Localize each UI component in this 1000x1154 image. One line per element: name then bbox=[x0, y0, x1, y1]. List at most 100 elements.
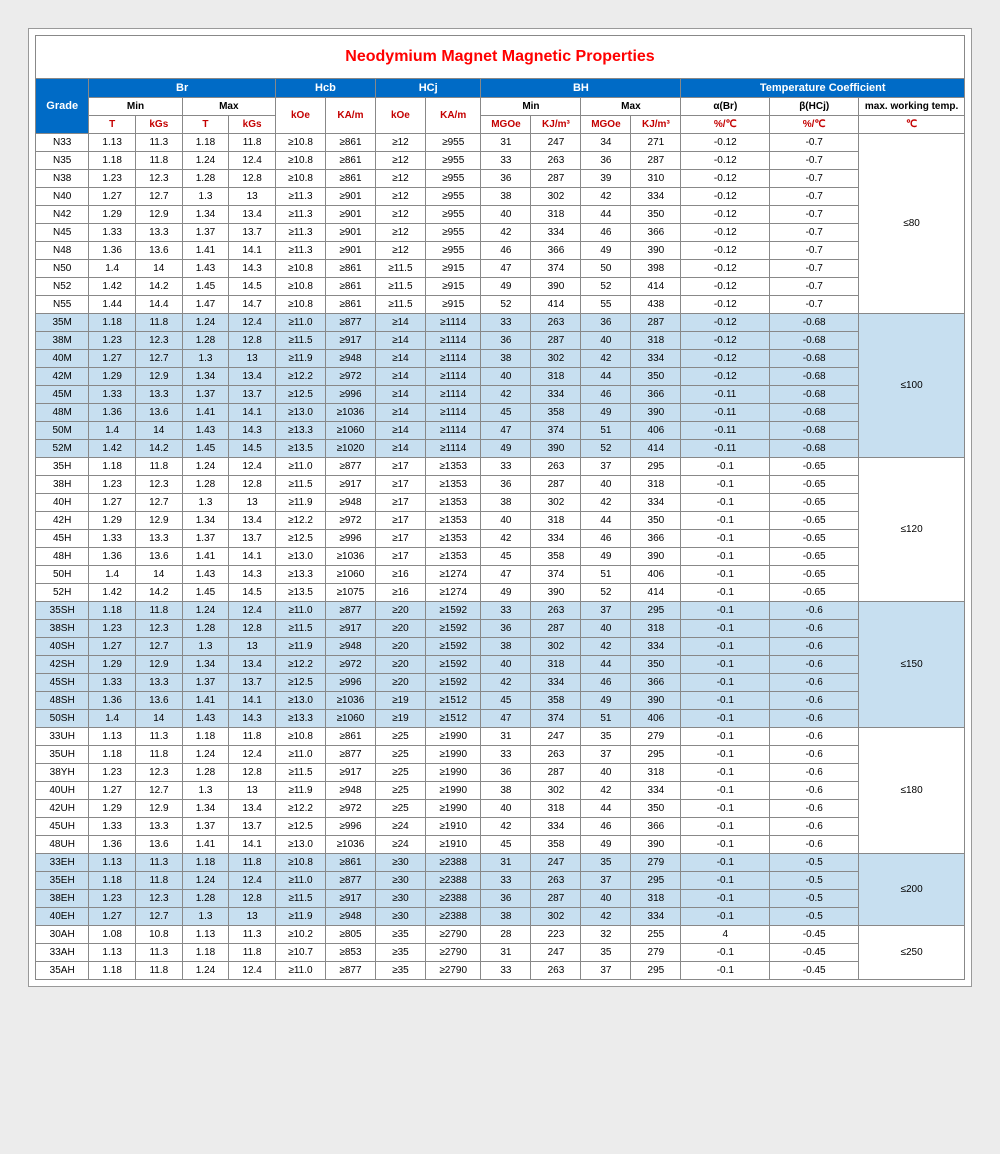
cell: -0.68 bbox=[770, 350, 859, 368]
max-temp-cell: ≤100 bbox=[859, 314, 965, 458]
cell: -0.7 bbox=[770, 134, 859, 152]
cell: ≥11.5 bbox=[275, 620, 325, 638]
cell: ≥996 bbox=[325, 674, 375, 692]
cell: 35 bbox=[581, 944, 631, 962]
cell: 1.18 bbox=[89, 962, 136, 980]
table-row: 40M1.2712.71.313≥11.9≥948≥14≥11143830242… bbox=[36, 350, 965, 368]
cell: 13.7 bbox=[229, 386, 276, 404]
cell: 287 bbox=[531, 620, 581, 638]
cell: 28 bbox=[481, 926, 531, 944]
cell: 14 bbox=[135, 422, 182, 440]
cell: 1.18 bbox=[182, 728, 229, 746]
cell: 35 bbox=[581, 854, 631, 872]
cell: 302 bbox=[531, 188, 581, 206]
cell: ≥14 bbox=[375, 404, 425, 422]
cell: 295 bbox=[631, 872, 681, 890]
cell: -0.6 bbox=[770, 692, 859, 710]
cell: ≥996 bbox=[325, 818, 375, 836]
hdr-hcj-kam: KA/m bbox=[425, 98, 481, 134]
cell: ≥1592 bbox=[425, 620, 481, 638]
cell: 1.34 bbox=[182, 800, 229, 818]
cell: ≥915 bbox=[425, 296, 481, 314]
cell: 33 bbox=[481, 314, 531, 332]
cell: -0.1 bbox=[681, 656, 770, 674]
cell: 1.28 bbox=[182, 332, 229, 350]
cell: 13.6 bbox=[135, 692, 182, 710]
cell: 1.13 bbox=[89, 944, 136, 962]
cell: 14 bbox=[135, 566, 182, 584]
cell: 11.8 bbox=[135, 152, 182, 170]
cell: 1.23 bbox=[89, 764, 136, 782]
cell: N42 bbox=[36, 206, 89, 224]
cell: 10.8 bbox=[135, 926, 182, 944]
cell: 390 bbox=[531, 440, 581, 458]
cell: -0.65 bbox=[770, 530, 859, 548]
cell: 390 bbox=[531, 584, 581, 602]
cell: 1.3 bbox=[182, 188, 229, 206]
cell: ≥11.9 bbox=[275, 908, 325, 926]
cell: 35H bbox=[36, 458, 89, 476]
cell: 1.33 bbox=[89, 530, 136, 548]
table-row: 45M1.3313.31.3713.7≥12.5≥996≥14≥11144233… bbox=[36, 386, 965, 404]
cell: 1.36 bbox=[89, 242, 136, 260]
cell: ≥877 bbox=[325, 746, 375, 764]
cell: 318 bbox=[631, 890, 681, 908]
cell: -0.65 bbox=[770, 566, 859, 584]
table-row: N401.2712.71.313≥11.3≥901≥12≥95538302423… bbox=[36, 188, 965, 206]
cell: 42 bbox=[581, 908, 631, 926]
table-row: 33UH1.1311.31.1811.8≥10.8≥861≥25≥1990312… bbox=[36, 728, 965, 746]
cell: 42UH bbox=[36, 800, 89, 818]
cell: 38H bbox=[36, 476, 89, 494]
table-row: N551.4414.41.4714.7≥10.8≥861≥11.5≥915524… bbox=[36, 296, 965, 314]
cell: ≥11.3 bbox=[275, 242, 325, 260]
cell: 45 bbox=[481, 404, 531, 422]
cell: 334 bbox=[531, 818, 581, 836]
cell: 49 bbox=[481, 278, 531, 296]
hdr-grade: Grade bbox=[36, 79, 89, 134]
cell: -0.1 bbox=[681, 836, 770, 854]
cell: 42 bbox=[481, 818, 531, 836]
cell: 14.1 bbox=[229, 692, 276, 710]
cell: 47 bbox=[481, 422, 531, 440]
cell: ≥861 bbox=[325, 170, 375, 188]
cell: ≥1592 bbox=[425, 674, 481, 692]
cell: ≥1114 bbox=[425, 440, 481, 458]
cell: ≥1990 bbox=[425, 746, 481, 764]
cell: ≥10.8 bbox=[275, 854, 325, 872]
cell: 36 bbox=[581, 152, 631, 170]
cell: 1.23 bbox=[89, 332, 136, 350]
cell: 1.28 bbox=[182, 170, 229, 188]
cell: -0.1 bbox=[681, 548, 770, 566]
cell: 1.42 bbox=[89, 278, 136, 296]
cell: 45 bbox=[481, 836, 531, 854]
cell: 42 bbox=[581, 188, 631, 206]
table-row: N381.2312.31.2812.8≥10.8≥861≥12≥95536287… bbox=[36, 170, 965, 188]
cell: ≥1353 bbox=[425, 530, 481, 548]
cell: ≥10.7 bbox=[275, 944, 325, 962]
cell: ≥877 bbox=[325, 602, 375, 620]
cell: 414 bbox=[531, 296, 581, 314]
cell: 14.3 bbox=[229, 566, 276, 584]
cell: 31 bbox=[481, 728, 531, 746]
cell: 295 bbox=[631, 602, 681, 620]
cell: ≥877 bbox=[325, 314, 375, 332]
cell: 12.3 bbox=[135, 890, 182, 908]
cell: 46 bbox=[581, 674, 631, 692]
cell: 45 bbox=[481, 548, 531, 566]
cell: ≥1274 bbox=[425, 566, 481, 584]
cell: 1.44 bbox=[89, 296, 136, 314]
cell: 13 bbox=[229, 908, 276, 926]
cell: -0.7 bbox=[770, 224, 859, 242]
cell: 40H bbox=[36, 494, 89, 512]
max-temp-cell: ≤250 bbox=[859, 926, 965, 980]
cell: 30AH bbox=[36, 926, 89, 944]
cell: 1.45 bbox=[182, 278, 229, 296]
cell: 247 bbox=[531, 728, 581, 746]
cell: 36 bbox=[481, 620, 531, 638]
cell: N35 bbox=[36, 152, 89, 170]
cell: 36 bbox=[481, 764, 531, 782]
cell: 1.29 bbox=[89, 368, 136, 386]
cell: 12.8 bbox=[229, 620, 276, 638]
cell: ≥11.9 bbox=[275, 782, 325, 800]
cell: 287 bbox=[531, 170, 581, 188]
